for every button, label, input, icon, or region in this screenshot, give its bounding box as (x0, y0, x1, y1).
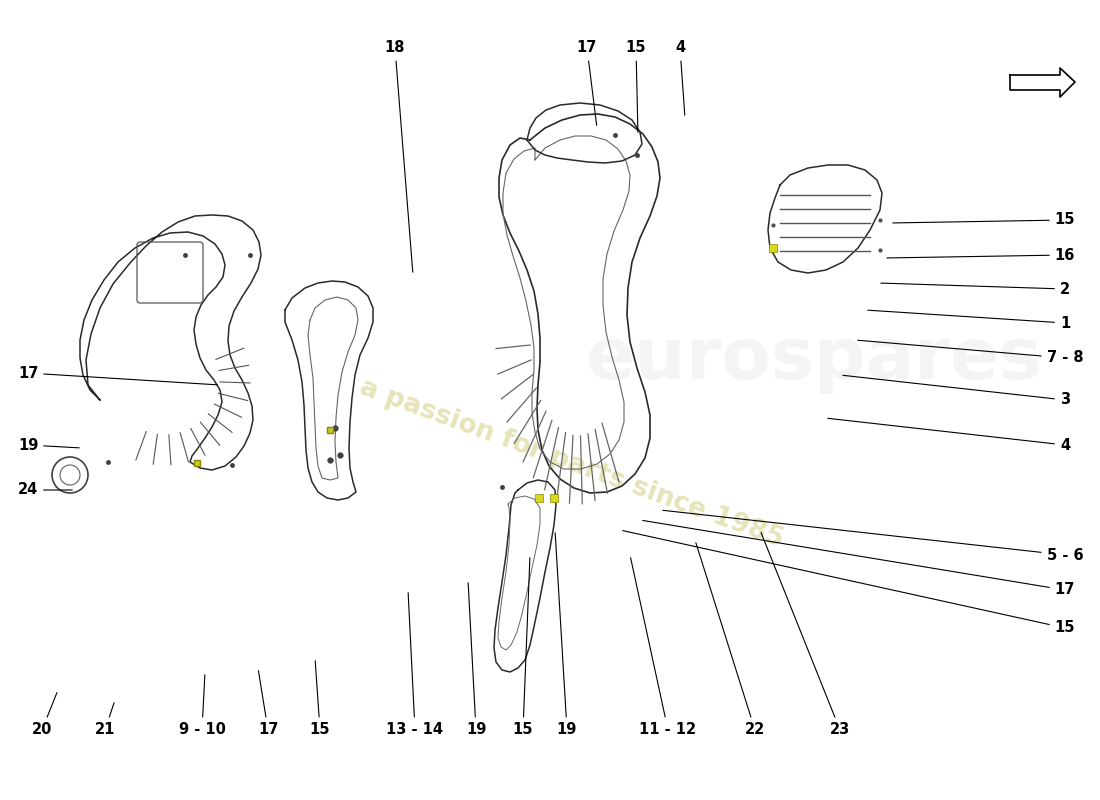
Text: 9 - 10: 9 - 10 (178, 674, 226, 738)
Text: eurospares: eurospares (585, 326, 1043, 394)
Text: 19: 19 (18, 438, 79, 453)
Text: 20: 20 (32, 693, 57, 738)
Text: 19: 19 (556, 533, 578, 738)
Text: 2: 2 (881, 282, 1070, 297)
Text: 23: 23 (761, 533, 850, 738)
Text: 15: 15 (623, 530, 1076, 635)
Text: 24: 24 (18, 482, 73, 498)
Bar (550, 494, 558, 502)
Text: 13 - 14: 13 - 14 (386, 593, 443, 738)
Text: 15: 15 (513, 558, 534, 738)
Text: 21: 21 (95, 702, 116, 738)
Text: 19: 19 (465, 582, 486, 738)
Text: 5 - 6: 5 - 6 (663, 510, 1084, 562)
Text: 18: 18 (385, 41, 412, 272)
Text: 15: 15 (310, 661, 330, 738)
Text: 16: 16 (887, 247, 1075, 262)
Bar (535, 494, 543, 502)
Text: 17: 17 (576, 41, 597, 126)
Text: 15: 15 (626, 41, 647, 132)
Text: 7 - 8: 7 - 8 (858, 340, 1084, 366)
Text: 17: 17 (18, 366, 217, 385)
Text: 22: 22 (696, 542, 766, 738)
Text: 4: 4 (828, 418, 1070, 453)
Text: 4: 4 (675, 41, 685, 115)
Text: 3: 3 (843, 375, 1070, 407)
Text: 17: 17 (642, 521, 1075, 598)
Text: 17: 17 (257, 670, 278, 738)
Text: 15: 15 (893, 213, 1076, 227)
Text: a passion for parts since 1985: a passion for parts since 1985 (356, 375, 788, 553)
Bar (769, 244, 777, 252)
Text: 1: 1 (868, 310, 1070, 330)
Text: 11 - 12: 11 - 12 (630, 558, 696, 738)
